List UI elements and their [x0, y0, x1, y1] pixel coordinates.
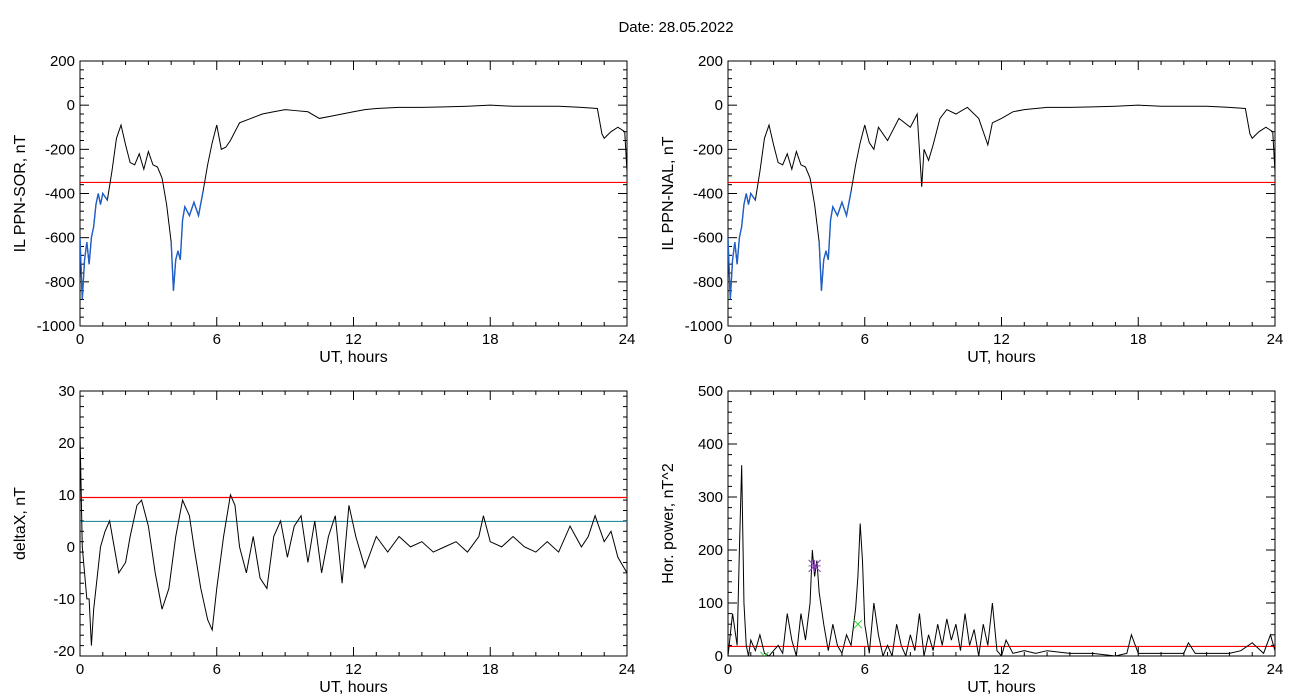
- panel-bottom-right: 0 6 12 18 24 500 400 300 200 100 0 UT, hours Hor. po…: [660, 383, 1283, 696]
- y-tick-label: 400: [698, 436, 723, 453]
- y-axis-label: IL PPN-NAL, nT: [660, 136, 677, 250]
- x-tick-label: 18: [482, 331, 499, 348]
- panel-top-left: 0 6 12 18 24 200 0 -200 -400 -600 -800 -1000 UT, hou…: [12, 53, 635, 366]
- series-line: [80, 104, 627, 300]
- y-axis-label: Hor. power, nT^2: [660, 463, 677, 584]
- highlight-segment: [728, 191, 756, 300]
- y-tick-label: -800: [45, 274, 75, 291]
- y-tick-label: 30: [58, 383, 75, 400]
- x-tick-label: 24: [1267, 331, 1284, 348]
- y-tick-label: -1000: [685, 318, 723, 335]
- y-tick-label: -400: [693, 186, 723, 203]
- y-tick-label: 0: [715, 648, 723, 665]
- plot-area: [80, 104, 627, 300]
- y-tick-label: 0: [67, 539, 75, 556]
- y-tick-label: -600: [45, 230, 75, 247]
- y-tick-label: 300: [698, 489, 723, 506]
- x-tick-label: 12: [993, 331, 1010, 348]
- y-tick-label: -20: [53, 643, 75, 660]
- y-tick-label: 10: [58, 487, 75, 504]
- x-axis-label: UT, hours: [319, 349, 387, 366]
- y-tick-label: 100: [698, 595, 723, 612]
- x-tick-label: 18: [1130, 331, 1147, 348]
- y-tick-label: 200: [698, 542, 723, 559]
- axes-box: [727, 390, 1276, 657]
- y-tick-label: 200: [50, 53, 75, 70]
- star-marker: [808, 559, 821, 573]
- x-tick-label: 12: [345, 331, 362, 348]
- y-tick-label: -800: [693, 274, 723, 291]
- y-tick-label: 20: [58, 435, 75, 452]
- x-tick-label: 0: [76, 661, 84, 678]
- panel-top-right: 0 6 12 18 24 200 0 -200 -400 -600 -800 -1000 UT, hou…: [660, 53, 1283, 366]
- x-tick-label: 24: [619, 661, 636, 678]
- x-tick-label: 0: [724, 331, 732, 348]
- x-tick-label: 6: [861, 331, 869, 348]
- y-tick-label: -600: [693, 230, 723, 247]
- x-tick-label: 18: [482, 661, 499, 678]
- y-tick-label: -200: [693, 141, 723, 158]
- y-tick-label: 0: [67, 97, 75, 114]
- x-tick-label: 6: [213, 661, 221, 678]
- axes-box: [79, 60, 628, 327]
- y-axis-label: IL PPN-SOR, nT: [12, 134, 29, 252]
- y-tick-label: 500: [698, 383, 723, 400]
- y-tick-label: -200: [45, 141, 75, 158]
- x-tick-label: 24: [1267, 661, 1284, 678]
- highlight-segment: [80, 191, 108, 300]
- axes-box: [79, 390, 628, 657]
- series-line: [728, 465, 1275, 656]
- axes-box: [727, 60, 1276, 327]
- x-axis-label: UT, hours: [319, 679, 387, 696]
- series-line: [80, 432, 627, 646]
- x-tick-label: 6: [213, 331, 221, 348]
- y-tick-label: -10: [53, 591, 75, 608]
- date-title: Date: 28.05.2022: [618, 19, 734, 36]
- x-tick-label: 0: [76, 331, 84, 348]
- y-tick-label: -1000: [37, 318, 75, 335]
- x-tick-label: 24: [619, 331, 636, 348]
- x-marker: [760, 651, 769, 656]
- series-line: [728, 104, 1275, 300]
- x-tick-label: 6: [861, 661, 869, 678]
- y-axis-label: deltaX, nT: [12, 487, 29, 560]
- y-tick-label: -400: [45, 186, 75, 203]
- x-tick-label: 12: [345, 661, 362, 678]
- x-tick-label: 18: [1130, 661, 1147, 678]
- y-tick-label: 0: [715, 97, 723, 114]
- x-tick-label: 12: [993, 661, 1010, 678]
- x-axis-label: UT, hours: [967, 679, 1035, 696]
- y-tick-label: 200: [698, 53, 723, 70]
- x-tick-label: 0: [724, 661, 732, 678]
- plot-area: [728, 465, 1275, 656]
- plot-area: [80, 432, 627, 646]
- panel-bottom-left: 0 6 12 18 24 30 20 10 0 -10 -20 UT, hours deltaX, nT: [12, 383, 635, 696]
- x-axis-label: UT, hours: [967, 349, 1035, 366]
- x-marker: [853, 619, 863, 629]
- plot-area: [728, 104, 1275, 300]
- highlight-segment: [170, 191, 204, 291]
- highlight-segment: [818, 191, 852, 291]
